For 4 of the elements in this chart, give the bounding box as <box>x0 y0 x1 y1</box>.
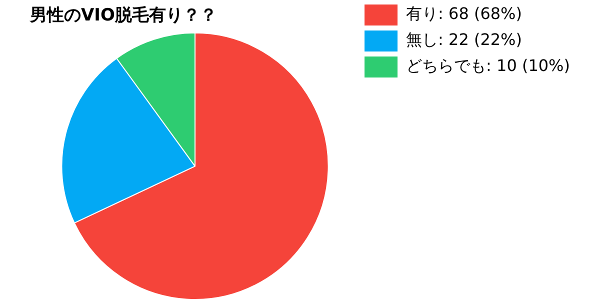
legend-label: どちらでも: 10 (10%) <box>406 56 570 76</box>
legend-label: 無し: 22 (22%) <box>406 30 522 50</box>
legend-label: 有り: 68 (68%) <box>406 4 522 24</box>
chart-title: 男性のVIO脱毛有り？？ <box>29 6 217 26</box>
